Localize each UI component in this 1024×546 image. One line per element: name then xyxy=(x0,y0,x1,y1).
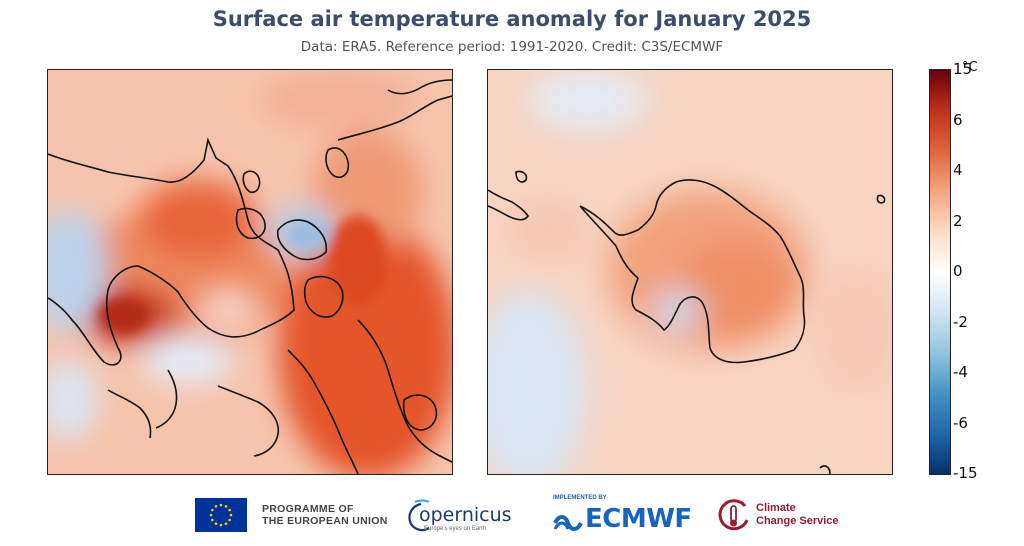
colorbar-tick-label: -15 xyxy=(953,464,978,482)
copernicus-logo-icon xyxy=(408,499,430,532)
eu-star-icon xyxy=(229,513,233,517)
colorbar-tick-label: 0 xyxy=(953,262,963,280)
colorbar-tick-label: 15 xyxy=(953,60,973,78)
colorbar xyxy=(929,69,951,475)
eu-star-icon xyxy=(219,523,223,527)
c3s-line-2: Change Service xyxy=(756,515,839,527)
eu-line-1: PROGRAMME OF xyxy=(262,503,354,515)
eu-line-2: THE EUROPEAN UNION xyxy=(262,515,388,527)
c3s-line-1: Climate xyxy=(756,502,796,514)
eu-star-icon xyxy=(214,522,218,525)
footer-logos: PROGRAMME OF THE EUROPEAN UNION opernicu… xyxy=(0,492,1024,538)
ecmwf-implemented-by: IMPLEMENTED BY xyxy=(553,495,607,501)
colorbar-unit: °C xyxy=(962,60,978,75)
c3s-logo-icon xyxy=(718,499,749,531)
eu-star-icon xyxy=(228,518,231,522)
eu-programme-text: PROGRAMME OF THE EUROPEAN UNION xyxy=(262,503,388,527)
eu-star-icon xyxy=(228,508,231,512)
arctic-anomaly-field xyxy=(48,70,452,474)
ecmwf-logo-icon: ECMWF xyxy=(553,504,692,534)
eu-star-icon xyxy=(224,522,228,525)
colorbar-tick-label: 4 xyxy=(953,161,963,179)
eu-star-icon xyxy=(219,503,223,507)
map-subtitle: Data: ERA5. Reference period: 1991-2020.… xyxy=(300,39,724,55)
colorbar-tick-label: 6 xyxy=(953,110,963,129)
eu-star-icon xyxy=(211,508,214,512)
arctic-map-svg xyxy=(48,70,452,474)
antarctic-map-svg xyxy=(488,70,892,474)
eu-flag-icon xyxy=(195,498,247,532)
arctic-anomaly-detail xyxy=(98,215,388,333)
eu-star-icon xyxy=(211,518,214,522)
map-title: Surface air temperature anomaly for Janu… xyxy=(212,7,812,31)
eu-star-icon xyxy=(214,505,218,508)
copernicus-wordmark: opernicus xyxy=(419,504,512,526)
arctic-coastlines xyxy=(48,79,452,474)
colorbar-tick-label: -6 xyxy=(953,413,968,432)
colorbar-tick-label: -2 xyxy=(953,312,968,331)
c3s-wordmark: Climate Change Service xyxy=(756,502,839,528)
antarctic-map-panel xyxy=(487,69,893,475)
copernicus-tagline: Europe's eyes on Earth xyxy=(424,526,487,532)
colorbar-tick-label: 2 xyxy=(953,211,963,230)
antarctic-anomaly-field xyxy=(488,70,892,474)
eu-star-icon xyxy=(224,505,228,508)
antarctic-coastline xyxy=(488,170,886,474)
ecmwf-wordmark: ECMWF xyxy=(585,504,692,534)
arctic-map-panel xyxy=(47,69,453,475)
colorbar-tick-label: -4 xyxy=(953,363,968,381)
eu-star-icon xyxy=(209,513,213,517)
